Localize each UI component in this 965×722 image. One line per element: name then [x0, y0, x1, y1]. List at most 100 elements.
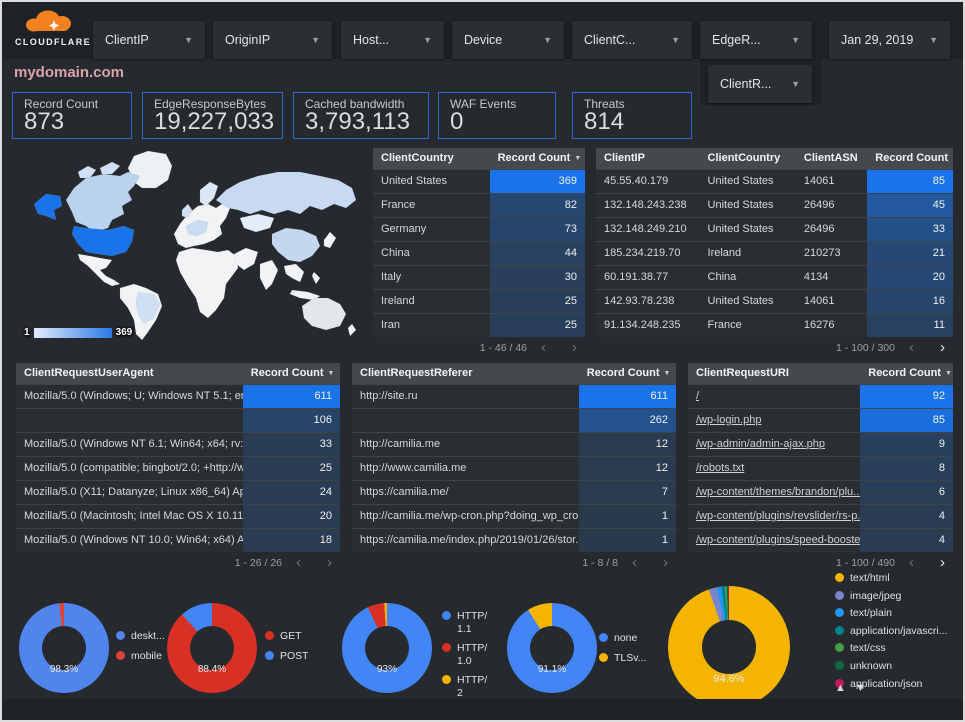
column-header[interactable]: ClientCountry [707, 152, 781, 164]
table-row[interactable]: /wp-content/themes/brandon/plu... 6 [688, 480, 953, 504]
http-version-donut[interactable]: 93% [342, 603, 432, 693]
legend-item[interactable]: TLSv... [599, 652, 646, 665]
table-row[interactable]: http://www.camilia.me 12 [352, 456, 676, 480]
column-header[interactable]: ClientRequestReferer [360, 367, 473, 379]
table-row[interactable]: /wp-login.php 85 [688, 408, 953, 432]
table-row[interactable]: Germany 73 [373, 217, 585, 241]
next-page-icon[interactable]: › [572, 339, 577, 356]
legend-item[interactable]: none [599, 632, 646, 645]
device-type-donut[interactable]: 98.3% [19, 603, 109, 693]
legend-item[interactable]: image/jpeg [835, 590, 947, 603]
uri-link[interactable]: /robots.txt [696, 462, 745, 474]
table-row[interactable]: /wp-content/plugins/speed-booste... 4 [688, 528, 953, 552]
next-page-icon[interactable]: › [940, 554, 945, 571]
legend-item[interactable]: HTTP/2 [442, 674, 490, 699]
column-header-record-count[interactable]: Record Count▼ [868, 367, 952, 379]
prev-page-icon[interactable]: ‹ [909, 339, 914, 356]
table-row[interactable]: /wp-content/plugins/revslider/rs-p... 4 [688, 504, 953, 528]
next-page-icon[interactable]: › [940, 339, 945, 356]
filter-chip-clientip[interactable]: ClientIP ▼ [93, 21, 205, 59]
table-row[interactable]: Mozilla/5.0 (X11; Datanyze; Linux x86_64… [16, 480, 340, 504]
table-row[interactable]: /wp-admin/admin-ajax.php 9 [688, 432, 953, 456]
filter-chip-device[interactable]: Device ▼ [452, 21, 564, 59]
tls-version-donut[interactable]: 91.1% [507, 603, 597, 693]
table-row[interactable]: / 92 [688, 384, 953, 408]
table-row[interactable]: France 82 [373, 193, 585, 217]
table-row[interactable]: 132.148.243.238 United States 26496 45 [596, 193, 953, 217]
uri-link[interactable]: /wp-content/themes/brandon/plu... [696, 486, 861, 498]
filter-chip-edgeresponse[interactable]: EdgeR... ▼ [700, 21, 812, 59]
table-row[interactable]: China 44 [373, 241, 585, 265]
table-row[interactable]: 132.148.249.210 United States 26496 33 [596, 217, 953, 241]
filter-chip-host[interactable]: Host... ▼ [341, 21, 444, 59]
legend-item[interactable]: text/plain [835, 607, 947, 620]
column-header-record-count[interactable]: Record Count▼ [250, 367, 335, 379]
column-header[interactable]: ClientRequestUserAgent [24, 367, 154, 379]
legend-item[interactable]: GET [265, 630, 309, 643]
content-type-donut[interactable]: 94.6% [668, 586, 790, 708]
table-row[interactable]: https://camilia.me/7 [352, 480, 676, 504]
legend-item[interactable]: deskt... [116, 630, 165, 643]
legend-item[interactable]: HTTP/1.0 [442, 642, 490, 667]
column-header[interactable]: ClientCountry [381, 152, 454, 164]
column-header[interactable]: ClientRequestURI [696, 367, 789, 379]
legend-item[interactable]: POST [265, 650, 309, 663]
table-row[interactable]: Mozilla/5.0 (Windows NT 6.1; Win64; x64;… [16, 432, 340, 456]
prev-page-icon[interactable]: ‹ [909, 554, 914, 571]
legend-item[interactable]: HTTP/1.1 [442, 610, 490, 635]
column-header[interactable]: ClientIP [604, 152, 645, 164]
table-row[interactable]: United States 369 [373, 169, 585, 193]
table-row[interactable]: http://camilia.me/wp-cron.php?doing_wp_c… [352, 504, 676, 528]
record-count-cell: 24 [242, 481, 340, 504]
uri-link[interactable]: /wp-content/plugins/speed-booste... [696, 534, 861, 546]
prev-page-icon[interactable]: ‹ [296, 554, 301, 571]
uri-link[interactable]: /wp-content/plugins/revslider/rs-p... [696, 510, 861, 522]
table-row[interactable]: 262 [352, 408, 676, 432]
table-row[interactable]: 60.191.38.77 China 4134 20 [596, 265, 953, 289]
request-method-donut[interactable]: 88.4% [167, 603, 257, 693]
table-row[interactable]: http://site.ru 611 [352, 384, 676, 408]
prev-page-icon[interactable]: ‹ [541, 339, 546, 356]
table-row[interactable]: 91.134.248.235 France 16276 11 [596, 313, 953, 337]
table-row[interactable]: 45.55.40.179 United States 14061 85 [596, 169, 953, 193]
table-row[interactable]: Mozilla/5.0 (Windows NT 10.0; Win64; x64… [16, 528, 340, 552]
column-header-record-count[interactable]: Record Count▼ [586, 367, 671, 379]
table-row[interactable]: Mozilla/5.0 (Windows; U; Windows NT 5.1;… [16, 384, 340, 408]
table-row[interactable]: https://camilia.me/index.php/2019/01/26/… [352, 528, 676, 552]
content-type-legend: text/html image/jpeg text/plain application… [835, 572, 947, 695]
table-row[interactable]: 106 [16, 408, 340, 432]
table-row[interactable]: 185.234.219.70 Ireland 210273 21 [596, 241, 953, 265]
legend-item[interactable]: mobile [116, 650, 165, 663]
filter-chip-clientrequest[interactable]: ClientR... ▼ [708, 65, 812, 103]
table-row[interactable]: 142.93.78.238 United States 14061 16 [596, 289, 953, 313]
legend-item[interactable]: unknown [835, 660, 947, 673]
prev-page-icon[interactable]: ‹ [632, 554, 637, 571]
column-header-record-count[interactable]: Record Count▼ [867, 148, 953, 169]
next-page-icon[interactable]: › [663, 554, 668, 571]
table-row[interactable]: Mozilla/5.0 (Macintosh; Intel Mac OS X 1… [16, 504, 340, 528]
table-row[interactable]: Mozilla/5.0 (compatible; bingbot/2.0; +h… [16, 456, 340, 480]
filter-chip-originip[interactable]: OriginIP ▼ [213, 21, 332, 59]
column-header-record-count[interactable]: Record Count▼ [497, 152, 582, 164]
table-row[interactable]: Ireland 25 [373, 289, 585, 313]
legend-item[interactable]: application/json [835, 678, 947, 691]
uri-link[interactable]: /wp-admin/admin-ajax.php [696, 438, 826, 450]
column-header[interactable]: ClientASN [803, 152, 858, 164]
uri-link[interactable]: / [696, 390, 700, 402]
filter-chip-clientcountry[interactable]: ClientC... ▼ [572, 21, 692, 59]
legend-item[interactable]: application/javascri... [835, 625, 947, 638]
legend-item[interactable]: text/html [835, 572, 947, 585]
date-range-picker[interactable]: Jan 29, 2019 ▼ [829, 21, 950, 59]
chevron-down-icon: ▼ [791, 35, 800, 45]
table-row[interactable]: /robots.txt 8 [688, 456, 953, 480]
chevron-down-icon: ▼ [929, 35, 938, 45]
world-map-chart[interactable]: 1 369 [16, 148, 367, 342]
legend-scroll-down-icon[interactable]: ▼ [854, 682, 866, 694]
legend-item[interactable]: text/css [835, 642, 947, 655]
next-page-icon[interactable]: › [327, 554, 332, 571]
table-row[interactable]: Iran 25 [373, 313, 585, 337]
legend-scroll-up-icon[interactable]: ▲ [835, 682, 846, 694]
table-row[interactable]: http://camilia.me 12 [352, 432, 676, 456]
uri-link[interactable]: /wp-login.php [696, 414, 762, 426]
table-row[interactable]: Italy 30 [373, 265, 585, 289]
